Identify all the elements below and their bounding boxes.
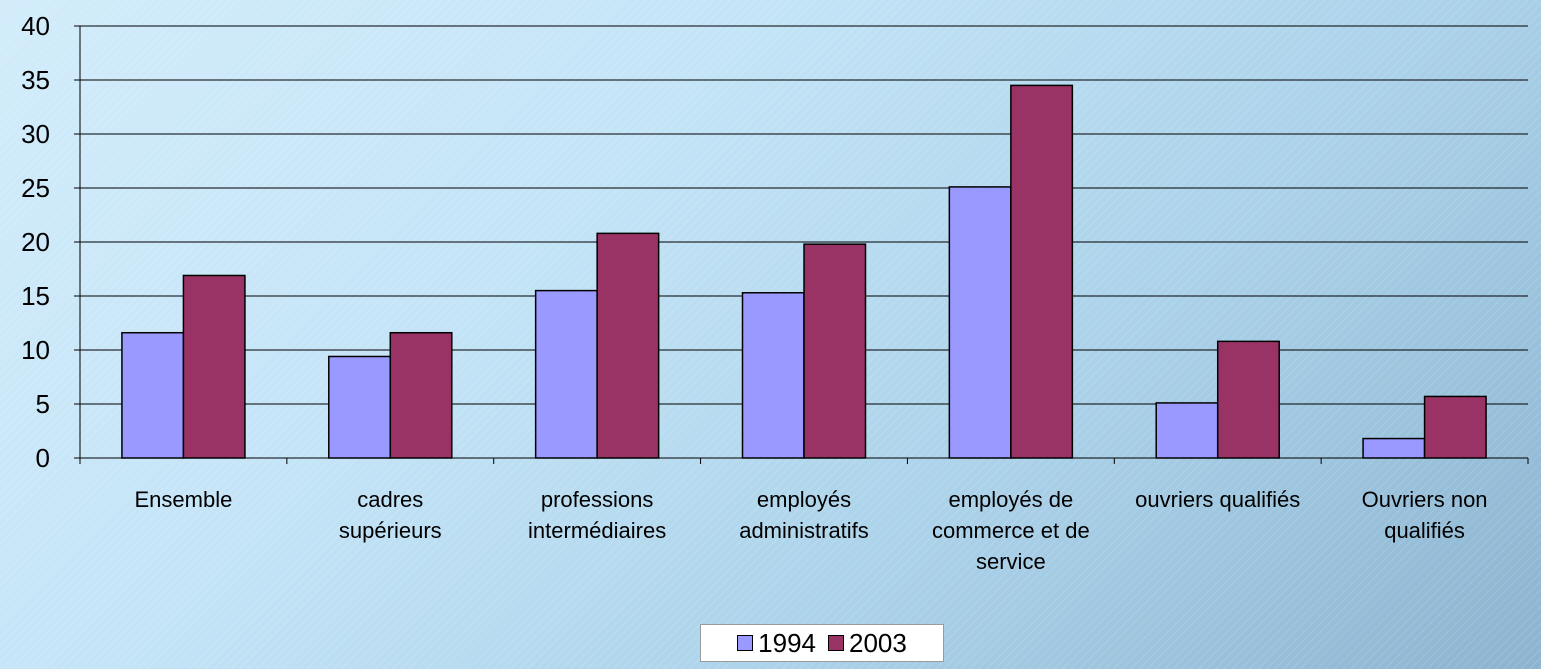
y-tick-label-35: 35 [21,65,50,95]
x-category-label-4-line-0: employés de [948,487,1073,512]
bar-1994-2 [534,289,598,459]
bar-2003-6 [1423,395,1487,459]
x-category-label-3-line-0: employés [757,487,851,512]
bar-2003-1 [389,331,453,459]
bar-2003-5 [1216,340,1280,459]
legend-item-1994: 1994 [737,628,816,659]
legend-item-2003: 2003 [828,628,907,659]
y-tick-label-10: 10 [21,335,50,365]
bar-1994-1 [328,355,392,459]
legend-label-1994: 1994 [758,627,816,658]
bar-1994-0 [121,331,185,459]
bar-1994-3 [741,292,805,459]
bar-2003-2 [596,232,660,459]
x-category-label-2-line-0: professions [541,487,654,512]
bar-1994-4 [948,186,1012,459]
y-tick-label-30: 30 [21,119,50,149]
y-tick-label-25: 25 [21,173,50,203]
bar-2003-0 [182,274,246,459]
legend-swatch-1994 [737,635,754,651]
bar-2003-4 [1010,84,1074,459]
legend: 1994 2003 [700,624,944,662]
x-category-label-6-line-1: qualifiés [1384,518,1465,543]
x-category-label-6-line-0: Ouvriers non [1362,487,1488,512]
y-tick-label-5: 5 [36,389,50,419]
x-category-label-5-line-0: ouvriers qualifiés [1135,487,1300,512]
y-tick-label-40: 40 [21,11,50,41]
bar-1994-6 [1362,437,1426,459]
legend-swatch-2003 [828,635,844,651]
x-category-label-1-line-1: supérieurs [339,518,442,543]
bar-1994-5 [1155,402,1219,459]
legend-label-2003: 2003 [849,627,907,658]
x-category-label-3-line-1: administratifs [739,518,869,543]
y-tick-label-15: 15 [21,281,50,311]
x-category-label-4-line-1: commerce et de [932,518,1090,543]
y-tick-label-0: 0 [36,443,50,473]
bar-2003-3 [803,243,867,459]
x-category-label-4-line-2: service [976,549,1046,574]
y-tick-label-20: 20 [21,227,50,257]
x-category-label-1-line-0: cadres [357,487,423,512]
x-category-label-2-line-1: intermédiaires [528,518,666,543]
x-category-label-0-line-0: Ensemble [135,487,233,512]
